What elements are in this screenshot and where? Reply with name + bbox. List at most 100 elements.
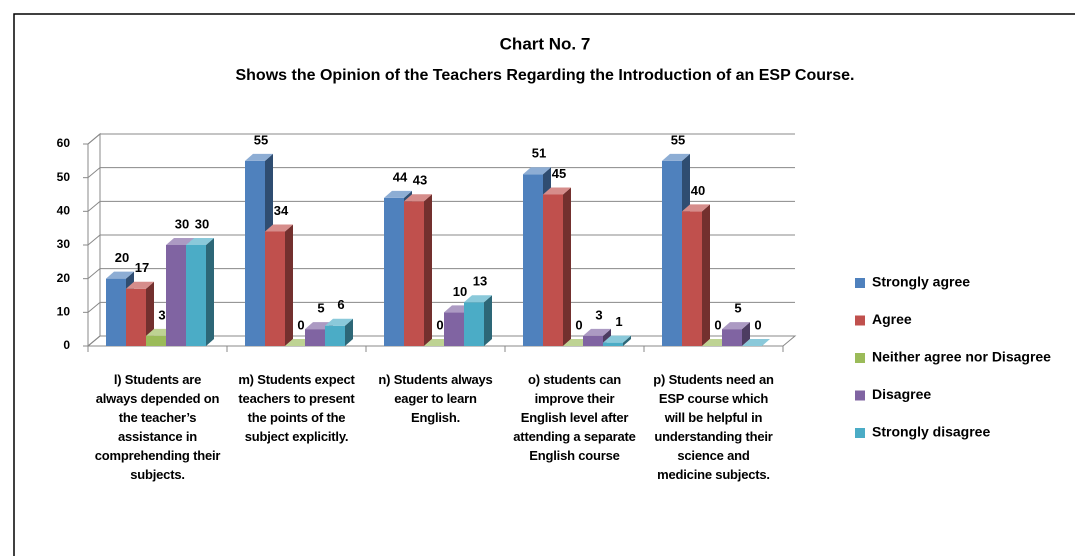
data-label: 5 [734, 301, 741, 316]
bar-front [722, 329, 742, 346]
data-label: 20 [115, 250, 129, 265]
bar-front [543, 194, 563, 346]
bar-front [325, 325, 345, 346]
bar-front [404, 201, 424, 346]
bar [325, 318, 353, 346]
bar-top [106, 271, 134, 279]
data-label: 0 [575, 317, 582, 332]
bar-front [186, 245, 206, 346]
bar-front [146, 335, 166, 346]
legend-label: Agree [872, 311, 912, 327]
grid-line [87, 301, 101, 313]
data-label: 0 [297, 317, 304, 332]
data-label: 1 [615, 314, 622, 329]
bar-front [106, 278, 126, 346]
data-label: 13 [473, 274, 487, 289]
grid-line [87, 133, 101, 145]
x-tick-label: p) Students need an ESP course which wil… [653, 372, 774, 482]
grid-line [87, 200, 101, 212]
bar [126, 281, 154, 346]
bar [603, 335, 631, 346]
legend-label: Disagree [872, 386, 931, 402]
chart-title: Chart No. 7 [500, 34, 591, 53]
data-label: 0 [436, 317, 443, 332]
data-label: 44 [393, 169, 408, 184]
data-label: 30 [195, 216, 209, 231]
y-tick-label: 0 [63, 338, 70, 352]
y-tick-label: 50 [57, 170, 71, 184]
data-label: 6 [337, 297, 344, 312]
bar-top [126, 281, 154, 289]
x-tick-label: o) students can improve their English le… [513, 372, 636, 463]
data-label: 0 [714, 317, 721, 332]
legend-label: Neither agree nor Disagree [872, 349, 1051, 365]
bar-side [345, 318, 353, 346]
bar-top [384, 190, 412, 198]
x-tick-label: m) Students expect teachers to present t… [238, 372, 355, 444]
bar-front [384, 197, 404, 346]
y-tick-label: 60 [57, 136, 71, 150]
bar [543, 187, 571, 346]
bar-top [543, 187, 571, 195]
bar-front [682, 211, 702, 346]
bar-front [166, 245, 186, 346]
bar-top [662, 153, 690, 161]
bar [464, 295, 492, 346]
y-tick-label: 10 [57, 305, 71, 319]
bar [404, 194, 432, 346]
y-tick-label: 20 [57, 271, 71, 285]
bar-front [603, 342, 623, 346]
data-label: 55 [671, 132, 685, 147]
bar-top [742, 339, 770, 346]
data-label: 43 [413, 173, 427, 188]
grid-line [87, 268, 101, 280]
x-tick-label: l) Students are always depended on the t… [94, 372, 221, 482]
bar [186, 238, 214, 346]
bar-top [682, 204, 710, 212]
bar-top [325, 318, 353, 326]
grid-line [87, 167, 101, 179]
legend-swatch [855, 315, 865, 326]
bar-side [285, 224, 293, 346]
data-label: 45 [552, 166, 566, 181]
grid-line [87, 335, 101, 347]
legend-label: Strongly disagree [872, 424, 990, 440]
bar-top [722, 322, 750, 330]
bar-front [464, 302, 484, 346]
bar [265, 224, 293, 346]
bar [722, 322, 750, 346]
bar-side [206, 238, 214, 346]
legend-swatch [855, 278, 865, 288]
data-label: 3 [595, 307, 602, 322]
bar-front [523, 174, 543, 346]
bar-front [126, 288, 146, 346]
bar-side [563, 187, 571, 346]
bar-top [603, 335, 631, 343]
y-tick-label: 30 [57, 237, 71, 251]
data-label: 3 [158, 307, 165, 322]
bar-side [146, 281, 154, 346]
bar-side [702, 204, 710, 346]
bar-front [662, 160, 682, 346]
bar-front [305, 329, 325, 346]
legend-swatch [855, 428, 865, 438]
bar-side [742, 322, 750, 346]
data-label: 55 [254, 132, 268, 147]
y-tick-label: 40 [57, 204, 71, 218]
data-label: 17 [135, 260, 149, 275]
bar-side [623, 335, 631, 346]
bar [742, 339, 770, 346]
bar-top [245, 153, 273, 161]
data-label: 40 [691, 183, 705, 198]
bar-side [484, 295, 492, 346]
legend-swatch [855, 353, 865, 363]
bar-front [265, 231, 285, 346]
data-label: 34 [274, 203, 289, 218]
data-label: 5 [317, 301, 324, 316]
bar-top [166, 238, 194, 245]
bar-top [404, 194, 432, 202]
legend-label: Strongly agree [872, 274, 970, 290]
bar-side [424, 194, 432, 346]
x-tick-label: n) Students always eager to learn Englis… [378, 372, 493, 425]
